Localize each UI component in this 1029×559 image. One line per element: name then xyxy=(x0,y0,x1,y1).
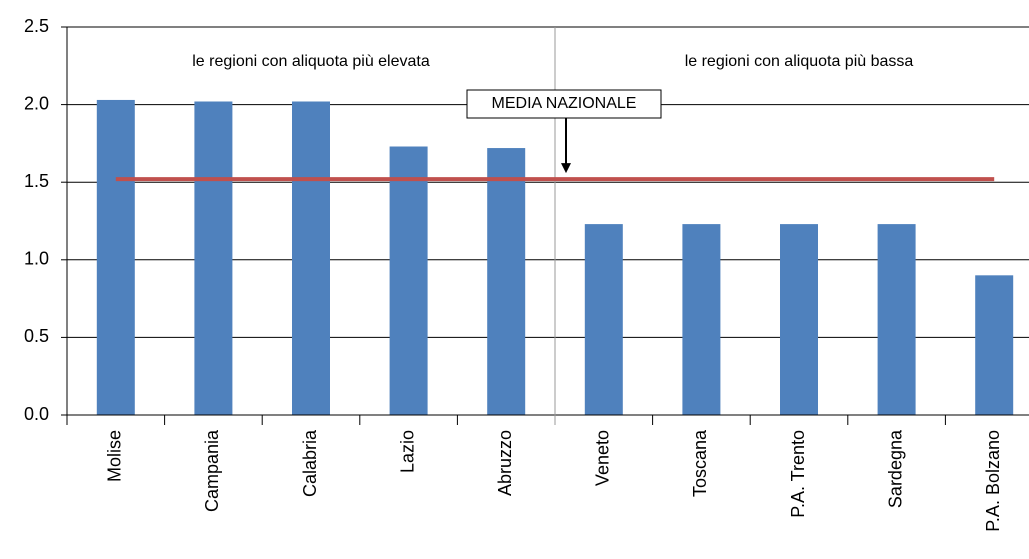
bar xyxy=(292,101,330,415)
annotation: le regioni con aliquota più elevata xyxy=(192,53,430,70)
x-tick-label: Campania xyxy=(202,429,222,512)
x-tick-label: Sardegna xyxy=(885,429,905,508)
x-tick-label: P.A. Trento xyxy=(788,430,808,518)
reference-arrowhead xyxy=(561,163,571,174)
x-tick-label: Lazio xyxy=(397,430,417,473)
y-tick-label: 0.5 xyxy=(24,326,49,346)
reference-label: MEDIA NAZIONALE xyxy=(492,95,637,112)
bar xyxy=(877,224,916,415)
annotation: le regioni con aliquota più bassa xyxy=(685,53,914,70)
x-tick-label: Molise xyxy=(105,430,125,482)
x-tick-label: P.A. Bolzano xyxy=(983,430,1003,532)
y-tick-label: 2.5 xyxy=(24,16,49,36)
reference-label-box xyxy=(466,89,662,119)
y-tick-label: 1.0 xyxy=(24,249,49,269)
x-tick-label: Veneto xyxy=(593,430,613,486)
x-tick-label: Calabria xyxy=(300,429,320,497)
y-tick-label: 1.5 xyxy=(24,171,49,191)
bar xyxy=(584,224,623,415)
bar xyxy=(389,146,428,415)
bar xyxy=(194,101,233,415)
bar xyxy=(682,224,721,415)
bar xyxy=(96,99,135,415)
y-tick-label: 0.0 xyxy=(24,404,49,424)
x-tick-label: Abruzzo xyxy=(495,430,515,496)
bar xyxy=(975,275,1014,415)
x-tick-label: Toscana xyxy=(690,429,710,497)
bar xyxy=(780,224,818,415)
y-tick-label: 2.0 xyxy=(24,93,49,113)
bar xyxy=(487,148,526,415)
